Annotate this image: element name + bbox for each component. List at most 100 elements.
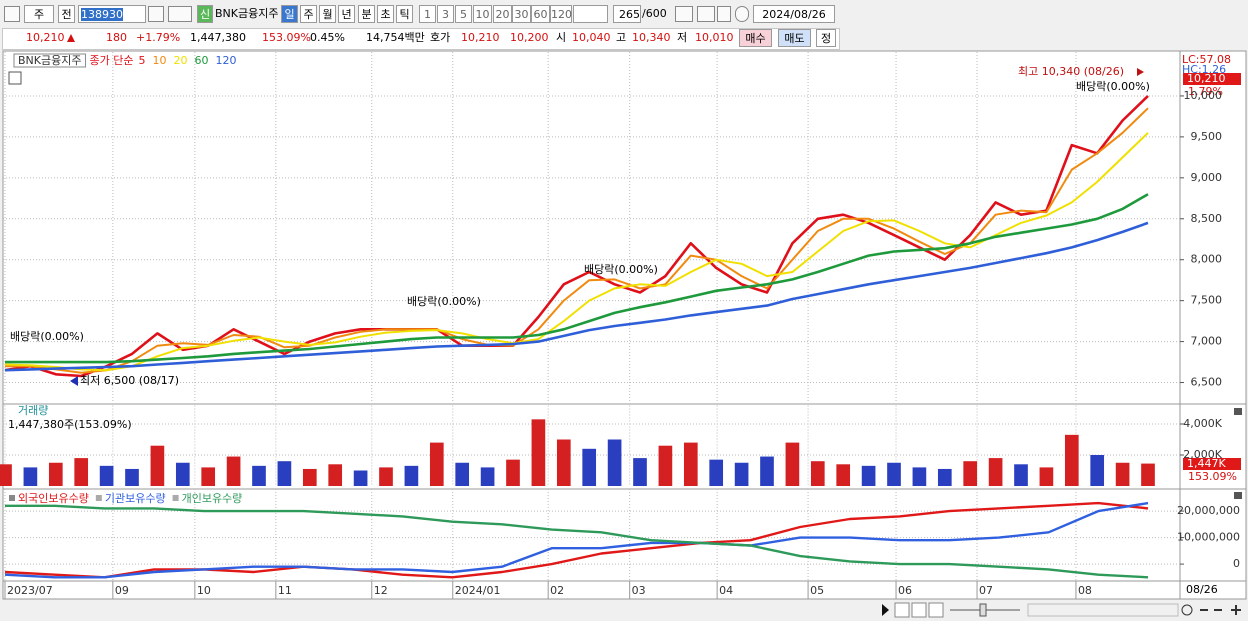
x-tick-label: 03 (632, 584, 646, 597)
tool-icon[interactable] (697, 6, 715, 22)
y-tick-label: 9,000 (1191, 171, 1223, 184)
series-line (4, 221, 1149, 372)
volume-bar (556, 439, 571, 486)
panel-close[interactable] (1234, 492, 1242, 499)
volume-bar (836, 464, 851, 486)
zoom-handle[interactable] (979, 603, 987, 617)
period-button[interactable]: 분 (358, 5, 375, 23)
y-tick-label: 7,500 (1191, 294, 1223, 307)
legend-swatch (95, 495, 102, 501)
last-change: 1.79% (1188, 85, 1223, 98)
table-icon[interactable] (8, 71, 22, 85)
legend-entry: 기관보유수량 (105, 492, 166, 505)
period-button[interactable]: 주 (300, 5, 317, 23)
volume-bar (404, 465, 419, 486)
legend-entry: 개인보유수량 (182, 492, 243, 505)
y-tick-label: 8,000 (1191, 253, 1223, 266)
correct-button[interactable]: 정 (816, 29, 836, 47)
menu-icon[interactable] (4, 6, 20, 22)
volume-bar (0, 464, 12, 486)
volume-bar (277, 461, 292, 486)
low: 10,010 (695, 31, 734, 44)
stop-button[interactable] (911, 602, 927, 618)
volume-bar (1090, 455, 1105, 486)
date-input[interactable]: 2024/08/26 (753, 5, 835, 23)
high-arrow (1137, 68, 1144, 76)
volume-bar (23, 467, 38, 486)
annotation: 최고 10,340 (08/26) (1018, 65, 1124, 78)
code-input[interactable]: 138930 (78, 5, 146, 23)
volume-bar (1141, 463, 1155, 486)
y-tick-label: 8,500 (1191, 212, 1223, 225)
bid-ask-label: 호가 (430, 31, 451, 44)
minute-select[interactable] (573, 5, 608, 23)
high-label: 고 (616, 31, 627, 44)
draw-tools[interactable] (1027, 603, 1179, 617)
volume-ratio: 153.09% (262, 31, 311, 44)
code-type[interactable]: 주 (24, 5, 54, 23)
open: 10,040 (572, 31, 611, 44)
panel-title: 거래량 (18, 404, 48, 417)
period-button[interactable]: 일 (281, 5, 298, 23)
volume-bar (99, 465, 114, 486)
minute-button[interactable]: 10 (473, 5, 492, 23)
annotation: 배당락(0.00%) (1076, 80, 1150, 93)
volume-bar (150, 445, 165, 486)
volume-bar (988, 458, 1003, 486)
price: 10,210 (26, 31, 65, 44)
scroll-button[interactable] (928, 602, 944, 618)
code: 138930 (81, 8, 123, 21)
volume-bar (1039, 467, 1054, 486)
period-button[interactable]: 년 (338, 5, 355, 23)
volume-bar (379, 467, 393, 486)
volume-bar (810, 461, 825, 486)
minute-button[interactable]: 120 (550, 5, 572, 23)
series-line (5, 193, 1149, 364)
speaker-icon[interactable] (168, 6, 192, 22)
low-arrow (70, 376, 78, 386)
settings-icon[interactable] (735, 6, 749, 22)
minute-button[interactable]: 1 (419, 5, 436, 23)
legend-entry: 10 (152, 54, 166, 67)
x-tick-label: 05 (810, 584, 824, 597)
search-icon[interactable] (148, 6, 164, 22)
sell-button[interactable]: 매도 (778, 29, 811, 47)
legend-entry: 20 (173, 54, 187, 67)
volume-bar (506, 459, 520, 486)
minute-button[interactable]: 60 (531, 5, 550, 23)
volume-bar (683, 442, 698, 486)
period-button[interactable]: 초 (377, 5, 394, 23)
tool-icon[interactable] (675, 6, 693, 22)
volume-bar (912, 467, 927, 486)
legend-title: BNK금융지주 (18, 54, 81, 67)
zoom-icon[interactable] (1181, 604, 1193, 616)
series-line (4, 501, 1149, 579)
last-value-box (1183, 73, 1241, 85)
minute-button[interactable]: 5 (455, 5, 472, 23)
volume-bar (633, 458, 647, 486)
save-icon[interactable] (717, 6, 731, 22)
legend-entry: 120 (215, 54, 236, 67)
x-tick-label: 2023/07 (7, 584, 53, 597)
count-input[interactable]: 265 (613, 5, 641, 23)
y-tick-label: 20,000,000 (1177, 504, 1240, 517)
period-button[interactable]: 월 (319, 5, 336, 23)
volume-bar (1115, 462, 1130, 486)
buy-button[interactable]: 매수 (739, 29, 772, 47)
minute-button[interactable]: 30 (512, 5, 531, 23)
open-label: 시 (556, 31, 567, 44)
minute-button[interactable]: 3 (437, 5, 454, 23)
amount: 14,754백만 (366, 31, 425, 44)
y-tick-label: 2,000K (1183, 448, 1222, 461)
prev-button[interactable]: 전 (58, 5, 75, 23)
x-tick-label: 12 (374, 584, 388, 597)
annotation: 배당락(0.00%) (10, 330, 84, 343)
volume-bar (201, 467, 216, 486)
panel-close[interactable] (1234, 408, 1242, 415)
period-button[interactable]: 틱 (396, 5, 413, 23)
minute-button[interactable]: 20 (493, 5, 512, 23)
turnover: 0.45% (310, 31, 345, 44)
scroll-button[interactable] (882, 604, 889, 616)
scroll-button[interactable] (894, 602, 910, 618)
quote-bar (2, 28, 840, 50)
